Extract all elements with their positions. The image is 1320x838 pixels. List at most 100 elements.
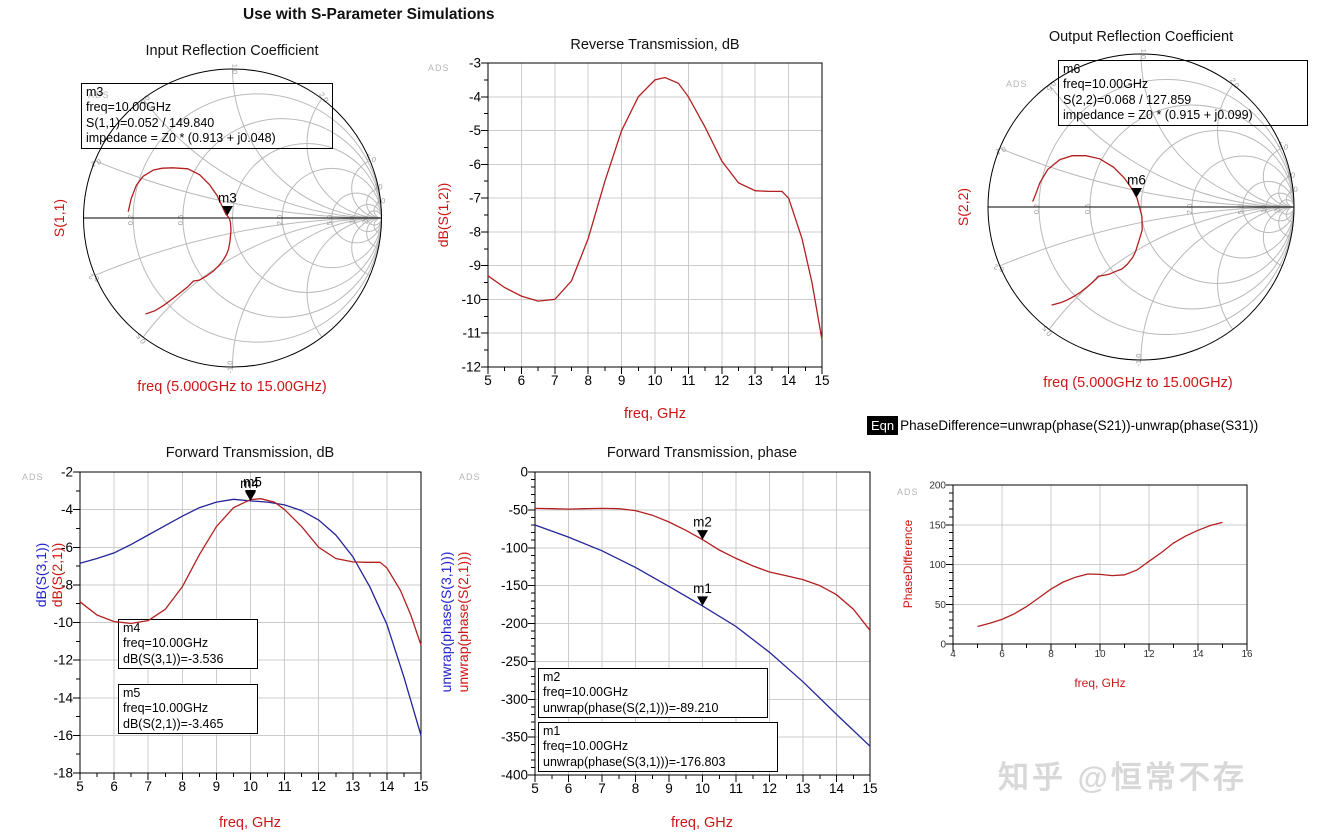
y-tick-label: -400	[501, 768, 528, 783]
equation-box[interactable]: Eqn PhaseDifference=unwrap(phase(S21))-u…	[867, 416, 1258, 435]
x-tick-label: 14	[829, 781, 845, 796]
x-tick-label: 14	[1192, 649, 1204, 660]
x-tick-label: 7	[551, 373, 559, 388]
y-tick-label: -6	[469, 157, 481, 172]
x-axis-label: freq, GHz	[1074, 676, 1125, 690]
x-tick-label: 5	[484, 373, 492, 388]
marker-name: m2	[543, 670, 763, 685]
ads-logo-watermark: ADS	[22, 472, 44, 482]
ads-logo-watermark: ADS	[1006, 79, 1028, 89]
y-axis-label: S(2,2)	[955, 188, 971, 226]
x-tick-label: 5	[531, 781, 539, 796]
marker-readout-m3[interactable]: m3 freq=10.00GHz S(1,1)=0.052 / 149.840 …	[81, 83, 333, 149]
y-tick-label: -11	[462, 326, 481, 341]
smith-grid-label: 5.0	[325, 215, 334, 225]
x-tick-label: 7	[598, 781, 606, 796]
x-tick-label: 6	[565, 781, 573, 796]
smith-x-arc	[307, 218, 456, 367]
y-tick-label: -250	[501, 654, 528, 669]
x-axis-label: freq (5.000GHz to 15.00GHz)	[137, 379, 326, 395]
y-axis-label: dB(S(2,1))	[49, 543, 65, 608]
marker-readout-m4[interactable]: m4 freq=10.00GHz dB(S(3,1))=-3.536	[118, 619, 258, 669]
x-tick-label: 14	[379, 779, 395, 794]
marker-value: dB(S(2,1))=-3.465	[123, 717, 253, 732]
marker-name: m4	[123, 621, 253, 636]
x-tick-label: 9	[665, 781, 673, 796]
chart-title: Forward Transmission, phase	[607, 445, 797, 461]
marker-freq: freq=10.00GHz	[123, 636, 253, 651]
x-tick-label: 8	[179, 779, 187, 794]
y-tick-label: -150	[501, 578, 528, 593]
y-axis-label: unwrap(phase(S(3,1)))	[438, 552, 454, 693]
smith-grid-label: 2.0	[275, 215, 284, 225]
marker-value: unwrap(phase(S(2,1)))=-89.210	[543, 701, 763, 716]
y-tick-label: -7	[469, 191, 481, 206]
x-tick-label: 5	[76, 779, 84, 794]
y-axis-label: unwrap(phase(S(2,1)))	[455, 552, 471, 693]
y-tick-label: -350	[501, 730, 528, 745]
x-tick-label: 4	[950, 649, 956, 660]
x-tick-label: 8	[1048, 649, 1054, 660]
y-tick-label: -9	[469, 258, 481, 273]
marker-freq: freq=10.00GHz	[543, 685, 763, 700]
smith-grid-label: 10	[347, 216, 356, 224]
x-tick-label: 8	[632, 781, 640, 796]
x-tick-label: 6	[999, 649, 1005, 660]
marker-readout-m6[interactable]: m6 freq=10.00GHz S(2,2)=0.068 / 127.859 …	[1058, 60, 1308, 126]
marker-value: dB(S(3,1))=-3.536	[123, 652, 253, 667]
marker-impedance: impedance = Z0 * (0.915 + j0.099)	[1063, 108, 1303, 123]
y-tick-label: -50	[508, 502, 528, 517]
x-tick-label: 6	[518, 373, 526, 388]
smith-grid-label: 0.2	[1032, 204, 1041, 214]
y-tick-label: 0	[940, 640, 946, 651]
y-tick-label: -12	[461, 360, 481, 375]
ads-logo-watermark: ADS	[459, 472, 481, 482]
y-tick-label: -8	[469, 224, 481, 239]
marker-freq: freq=10.00GHz	[1063, 77, 1303, 92]
marker-name: m5	[123, 686, 253, 701]
x-tick-label: 14	[781, 373, 797, 388]
x-tick-label: 10	[695, 781, 710, 796]
y-tick-label: 0	[520, 465, 528, 480]
x-tick-label: 11	[278, 779, 292, 794]
y-tick-label: -300	[501, 692, 528, 707]
eqn-text: PhaseDifference=unwrap(phase(S21))-unwra…	[900, 418, 1258, 433]
y-tick-label: -16	[53, 728, 73, 743]
x-tick-label: 6	[110, 779, 118, 794]
chart-title: Input Reflection Coefficient	[145, 43, 318, 59]
marker-name: m6	[1063, 62, 1303, 77]
y-tick-label: -100	[501, 540, 528, 555]
x-tick-label: 12	[1143, 649, 1155, 660]
y-tick-label: 200	[929, 481, 946, 492]
y-tick-label: 50	[935, 600, 947, 611]
marker-name: m3	[86, 85, 328, 100]
x-tick-label: 7	[144, 779, 152, 794]
x-tick-label: 12	[311, 779, 326, 794]
x-tick-label: 12	[762, 781, 777, 796]
smith-grid-label: 0.5	[176, 215, 185, 225]
ads-logo-watermark: ADS	[897, 487, 919, 497]
chart-reverse-transmission: 56789101112131415-12-11-10-9-8-7-6-5-4-3…	[435, 37, 830, 422]
x-tick-label: 13	[345, 779, 360, 794]
marker-freq: freq=10.00GHz	[123, 701, 253, 716]
x-axis-label: freq, GHz	[624, 406, 686, 422]
marker-readout-m1[interactable]: m1 freq=10.00GHz unwrap(phase(S(3,1)))=-…	[538, 722, 778, 772]
marker-value: S(2,2)=0.068 / 127.859	[1063, 93, 1303, 108]
x-tick-label: 15	[413, 779, 428, 794]
marker-readout-m2[interactable]: m2 freq=10.00GHz unwrap(phase(S(2,1)))=-…	[538, 668, 768, 718]
x-tick-label: 13	[748, 373, 763, 388]
y-tick-label: -2	[61, 465, 73, 480]
marker-name: m1	[543, 724, 773, 739]
y-tick-label: -10	[53, 615, 73, 630]
smith-grid-label: 2.0	[1185, 204, 1194, 214]
y-tick-label: -200	[501, 616, 528, 631]
eqn-tag: Eqn	[867, 416, 898, 435]
x-tick-label: 8	[584, 373, 592, 388]
y-tick-label: -4	[61, 502, 73, 517]
y-tick-label: -4	[469, 89, 481, 104]
marker-readout-m5[interactable]: m5 freq=10.00GHz dB(S(2,1))=-3.465	[118, 684, 258, 734]
ads-data-display-window: 1.02.05.010200.50.2-1.00.50.20.20.52.05.…	[0, 0, 1320, 838]
ads-logo-watermark: ADS	[428, 63, 450, 73]
x-tick-label: 9	[213, 779, 221, 794]
x-axis-label: freq, GHz	[219, 815, 281, 831]
